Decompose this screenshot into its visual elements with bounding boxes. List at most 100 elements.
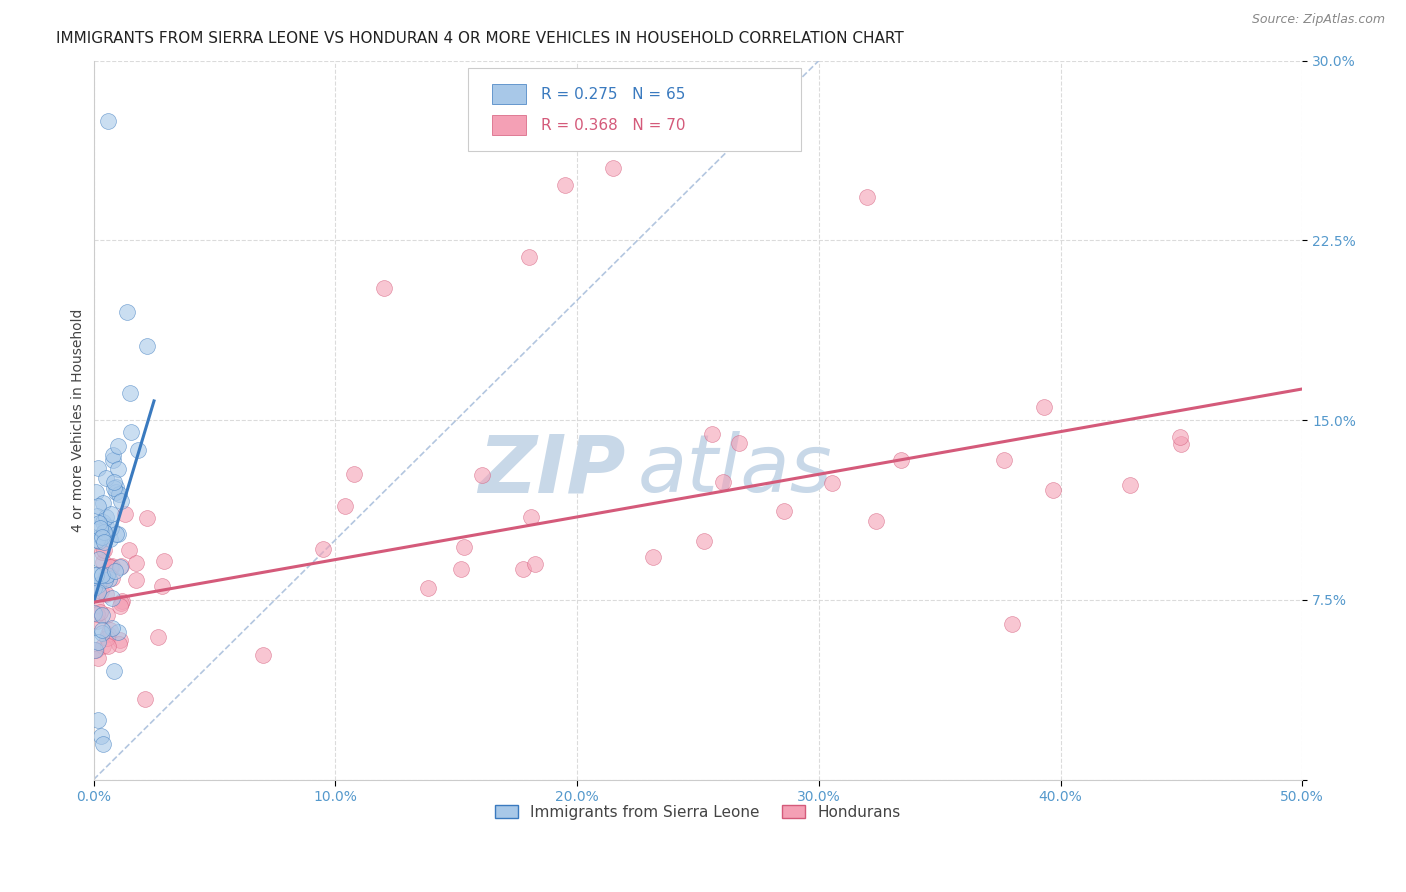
Point xyxy=(1001,616,1024,631)
Point xyxy=(118,542,141,557)
Point xyxy=(96,509,118,524)
Point xyxy=(111,593,134,607)
Point xyxy=(90,584,112,599)
Point xyxy=(94,573,117,587)
Point xyxy=(134,691,156,706)
Point xyxy=(83,582,105,596)
Point xyxy=(641,549,664,564)
Point xyxy=(93,534,115,549)
Point xyxy=(83,568,105,582)
Point xyxy=(373,281,395,295)
Point xyxy=(87,516,110,531)
Point xyxy=(93,524,115,539)
Point xyxy=(98,560,121,574)
Point xyxy=(97,626,120,640)
Point xyxy=(125,573,148,587)
Text: Source: ZipAtlas.com: Source: ZipAtlas.com xyxy=(1251,13,1385,27)
Point xyxy=(471,467,494,482)
Point xyxy=(83,606,105,620)
Point xyxy=(86,607,108,621)
Point xyxy=(96,568,118,582)
Point xyxy=(100,559,122,574)
Point xyxy=(91,496,114,510)
Point xyxy=(87,552,110,566)
Point xyxy=(84,643,107,657)
Point xyxy=(91,737,114,751)
Point xyxy=(108,632,131,647)
Point xyxy=(91,515,114,529)
Point xyxy=(103,475,125,489)
Point xyxy=(865,514,887,528)
Point xyxy=(94,587,117,601)
Point xyxy=(91,555,114,569)
Point xyxy=(90,568,112,582)
Point xyxy=(114,508,136,522)
Legend: Immigrants from Sierra Leone, Hondurans: Immigrants from Sierra Leone, Hondurans xyxy=(489,798,907,826)
Point xyxy=(108,487,131,501)
Point xyxy=(416,582,439,596)
Point xyxy=(125,556,148,570)
Point xyxy=(90,545,112,559)
Point xyxy=(554,178,576,193)
Point xyxy=(98,623,121,637)
Point xyxy=(1119,478,1142,492)
Point xyxy=(86,651,108,665)
Point xyxy=(117,305,139,319)
Point xyxy=(93,526,115,541)
Point xyxy=(120,386,142,401)
Point xyxy=(107,527,129,541)
Point xyxy=(103,481,125,495)
Text: IMMIGRANTS FROM SIERRA LEONE VS HONDURAN 4 OR MORE VEHICLES IN HOUSEHOLD CORRELA: IMMIGRANTS FROM SIERRA LEONE VS HONDURAN… xyxy=(56,31,904,46)
Point xyxy=(100,559,122,574)
Bar xyxy=(492,85,526,104)
Point xyxy=(94,519,117,533)
Point xyxy=(87,585,110,599)
Point xyxy=(100,571,122,585)
Point xyxy=(87,534,110,549)
Point xyxy=(1042,483,1064,497)
Point xyxy=(97,113,120,128)
Text: ZIP: ZIP xyxy=(478,432,626,509)
Point xyxy=(773,504,796,518)
Point xyxy=(104,480,127,494)
Y-axis label: 4 or more Vehicles in Household: 4 or more Vehicles in Household xyxy=(72,309,86,532)
Point xyxy=(693,534,716,549)
Point xyxy=(91,529,114,543)
Point xyxy=(524,558,547,572)
Point xyxy=(101,591,124,606)
Point xyxy=(84,568,107,582)
Point xyxy=(91,608,114,623)
Point xyxy=(120,425,142,440)
Point xyxy=(108,599,131,613)
Point xyxy=(1168,430,1191,444)
Point xyxy=(107,462,129,476)
Point xyxy=(110,559,132,574)
Point xyxy=(96,608,118,623)
Point xyxy=(97,640,120,654)
Point xyxy=(84,585,107,599)
Point xyxy=(96,470,118,484)
Point xyxy=(84,485,107,500)
Point xyxy=(84,599,107,614)
Text: R = 0.368   N = 70: R = 0.368 N = 70 xyxy=(541,118,685,133)
Point xyxy=(93,639,115,653)
Point xyxy=(100,520,122,534)
Point xyxy=(104,484,127,499)
Text: atlas: atlas xyxy=(637,432,832,509)
Point xyxy=(89,605,111,619)
FancyBboxPatch shape xyxy=(468,68,800,151)
Point xyxy=(252,648,274,663)
Point xyxy=(453,540,475,554)
Point xyxy=(150,578,173,592)
Point xyxy=(93,571,115,585)
Point xyxy=(519,510,541,524)
Point xyxy=(100,508,122,522)
Point xyxy=(110,559,132,574)
Point xyxy=(343,467,366,481)
Point xyxy=(87,713,110,727)
Point xyxy=(135,510,157,524)
Point xyxy=(101,453,124,467)
Point xyxy=(702,427,724,442)
Point xyxy=(727,436,749,450)
Point xyxy=(87,577,110,591)
